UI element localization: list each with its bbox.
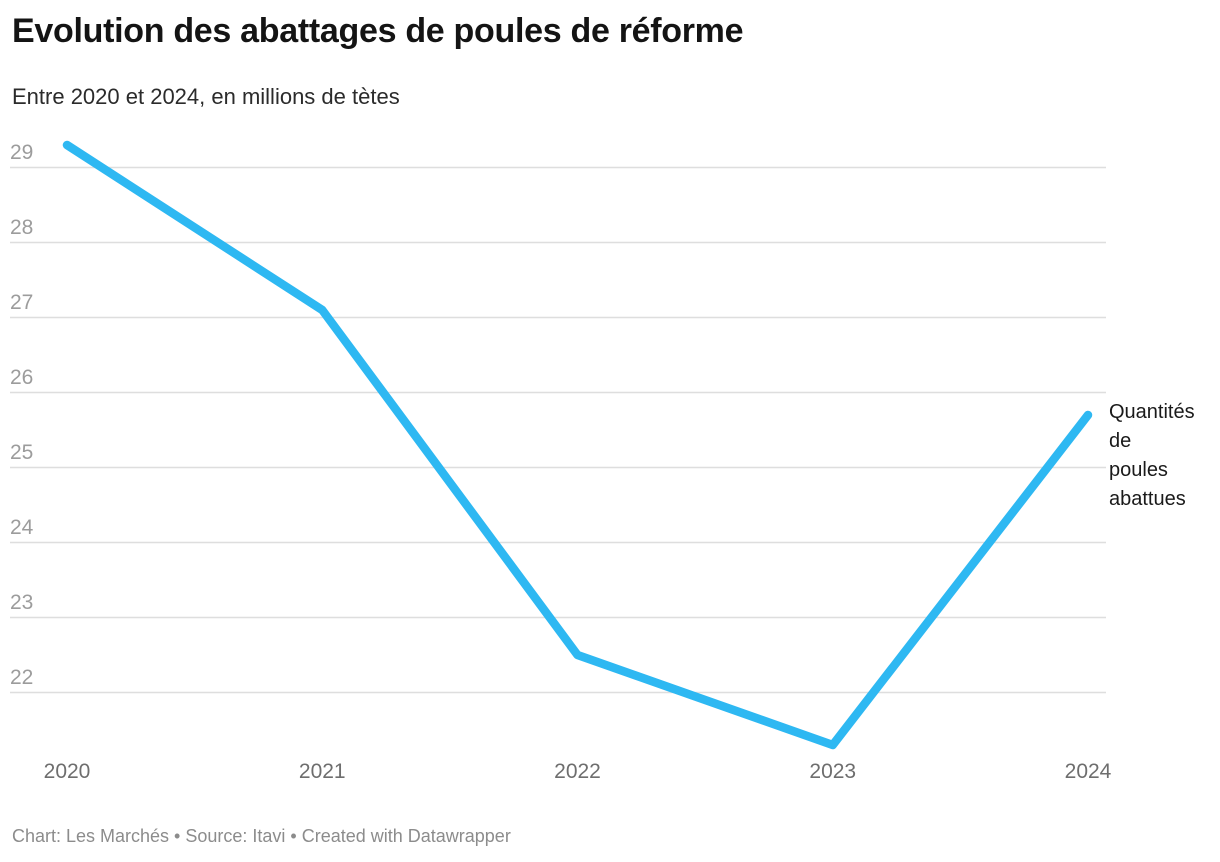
chart-subtitle: Entre 2020 et 2024, en millions de tètes — [12, 84, 400, 109]
x-tick-label: 2020 — [43, 760, 91, 783]
y-tick-label: 22 — [10, 665, 34, 689]
x-tick-label: 2023 — [809, 760, 857, 783]
y-tick-label: 29 — [10, 140, 34, 164]
x-tick-label: 2024 — [1064, 760, 1112, 783]
footer-credit: Chart: Les Marchés • Source: Itavi • Cre… — [12, 826, 511, 846]
x-tick-label: 2022 — [554, 760, 601, 783]
x-tick-label: 2021 — [298, 760, 346, 783]
y-tick-label: 25 — [10, 440, 34, 464]
data-line — [62, 140, 1093, 750]
y-tick-label: 27 — [10, 290, 34, 314]
chart-title: Evolution des abattages de poules de réf… — [12, 12, 744, 50]
y-tick-label: 28 — [10, 215, 34, 239]
y-tick-label: 24 — [10, 515, 34, 539]
series-direct-label: Quantités de poules abattues — [1109, 401, 1195, 510]
line-chart-plot-area — [10, 140, 1106, 750]
y-tick-label: 26 — [10, 365, 34, 389]
y-tick-label: 23 — [10, 590, 34, 614]
